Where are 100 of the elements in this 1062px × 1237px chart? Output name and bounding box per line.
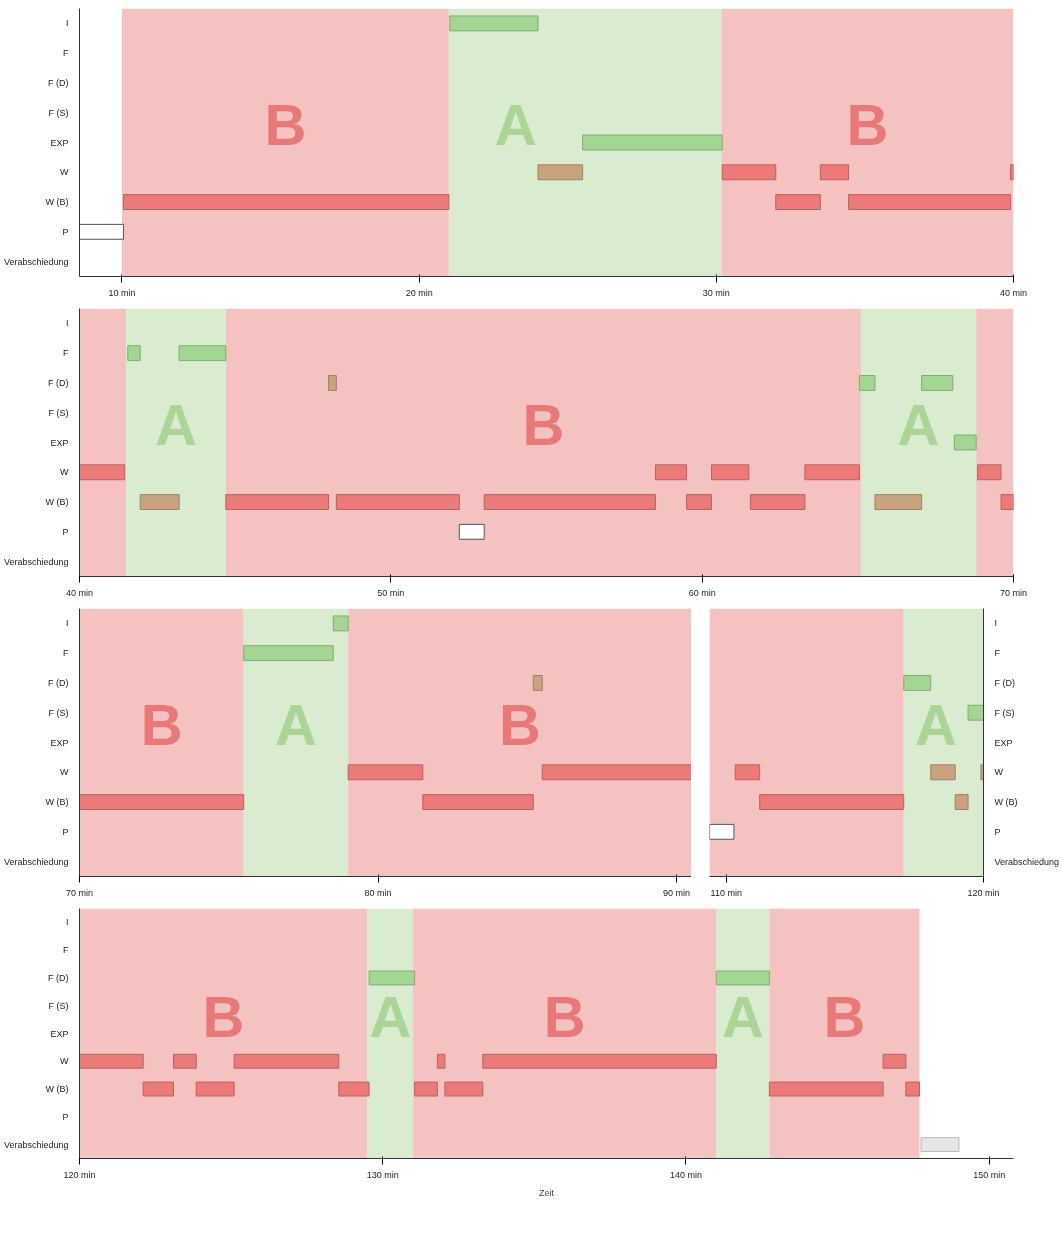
y-tick-label: F (D)	[48, 677, 69, 688]
y-tick-label: F (S)	[48, 707, 69, 718]
band-label: A	[369, 984, 412, 1050]
x-tick-label: 120 min	[63, 1169, 96, 1180]
y-tick-label: EXP	[50, 1028, 69, 1039]
bar	[537, 164, 584, 181]
x-tick-label: 30 min	[702, 287, 730, 298]
y-tick-label: W (B)	[45, 497, 69, 508]
band-label: B	[202, 984, 245, 1050]
bar	[541, 764, 691, 781]
bar	[775, 194, 821, 210]
x-tick-label: 130 min	[366, 1169, 399, 1180]
bar	[686, 494, 713, 510]
band-label: B	[846, 92, 889, 158]
y-tick-label: EXP	[50, 137, 69, 148]
bar	[920, 1137, 960, 1153]
y-tick-label: W	[60, 767, 70, 778]
bar	[142, 1081, 175, 1097]
x-tick-label: 10 min	[108, 287, 136, 298]
x-tick-label: 80 min	[364, 887, 392, 898]
x-axis-title: Zeit	[539, 1187, 555, 1198]
bar	[79, 1053, 144, 1069]
bar	[173, 1053, 197, 1069]
band-label: B	[140, 692, 183, 758]
x-tick-label: 40 min	[999, 287, 1028, 298]
y-tick-label: Verabschiedung	[3, 856, 69, 867]
bar	[414, 1081, 438, 1097]
bar	[874, 494, 923, 510]
y-tick-label: I	[66, 18, 69, 29]
y-tick-label: Verabschiedung	[3, 1139, 69, 1150]
y-tick-label: I	[66, 917, 69, 928]
y-tick-label: I	[66, 618, 69, 629]
band-label: A	[721, 984, 764, 1050]
x-tick-label: 90 min	[663, 887, 691, 898]
bar	[233, 1053, 340, 1069]
y-tick-label: F	[63, 648, 69, 659]
x-tick-label: 150 min	[973, 1169, 1006, 1180]
y-tick-label: P	[62, 226, 69, 237]
x-tick-label: 60 min	[688, 587, 716, 598]
bar	[711, 464, 750, 481]
y-tick-label: W (B)	[45, 1084, 69, 1095]
bar	[368, 970, 416, 986]
band-label: A	[275, 692, 317, 758]
bar	[721, 164, 777, 181]
y-tick-label: W (B)	[994, 797, 1018, 808]
bar	[954, 794, 969, 810]
band-label: A	[494, 92, 537, 158]
y-tick-label: P	[62, 526, 69, 537]
bar	[903, 675, 932, 691]
bar	[332, 615, 349, 632]
y-tick-label: Verabschiedung	[3, 556, 69, 567]
bar	[848, 194, 1012, 210]
y-tick-label: P	[62, 826, 69, 837]
x-tick-label: 140 min	[669, 1169, 703, 1180]
bar	[444, 1081, 484, 1097]
bar	[709, 823, 735, 840]
y-tick-label: P	[994, 826, 1001, 837]
y-tick-label: F (S)	[48, 407, 69, 418]
bar	[905, 1081, 920, 1097]
bar	[715, 970, 770, 986]
bar	[483, 494, 656, 510]
y-tick-label: F	[63, 48, 69, 59]
y-tick-label: F (S)	[48, 107, 69, 118]
y-tick-label: W	[994, 767, 1004, 778]
y-tick-label: W	[60, 167, 70, 178]
x-tick-label: 40 min	[65, 587, 94, 598]
y-tick-label: F	[63, 348, 69, 359]
bar	[819, 164, 850, 181]
bar	[532, 675, 543, 691]
y-tick-label: F	[63, 945, 69, 956]
bar	[482, 1053, 717, 1069]
bar	[749, 494, 806, 510]
bar	[980, 764, 984, 781]
y-tick-label: EXP	[994, 737, 1013, 748]
bar	[582, 134, 723, 151]
x-tick-label: 20 min	[405, 287, 433, 298]
band-label: B	[823, 984, 866, 1050]
bar	[804, 464, 860, 481]
x-tick-label: 50 min	[377, 587, 405, 598]
x-tick-label: 70 min	[999, 587, 1028, 598]
y-tick-label: F (D)	[994, 677, 1015, 688]
bar	[338, 1081, 370, 1097]
y-tick-label: F (D)	[48, 77, 69, 88]
x-tick-label: 120 min	[967, 887, 1000, 898]
band-label: B	[543, 984, 586, 1050]
y-tick-label: F	[994, 648, 1001, 659]
bar	[977, 464, 1002, 481]
y-tick-label: Verabschiedung	[3, 256, 69, 267]
bar	[436, 1053, 446, 1069]
band-label: B	[264, 92, 307, 158]
bar	[195, 1081, 235, 1097]
y-tick-label: EXP	[50, 737, 69, 748]
y-tick-label: W	[60, 1056, 70, 1067]
band-label: A	[914, 692, 957, 758]
y-tick-label: I	[66, 318, 69, 329]
bar	[449, 15, 539, 32]
bar	[79, 223, 124, 240]
y-tick-label: W (B)	[45, 197, 69, 208]
band-label: B	[498, 692, 541, 758]
y-tick-label: F (S)	[48, 1000, 69, 1011]
